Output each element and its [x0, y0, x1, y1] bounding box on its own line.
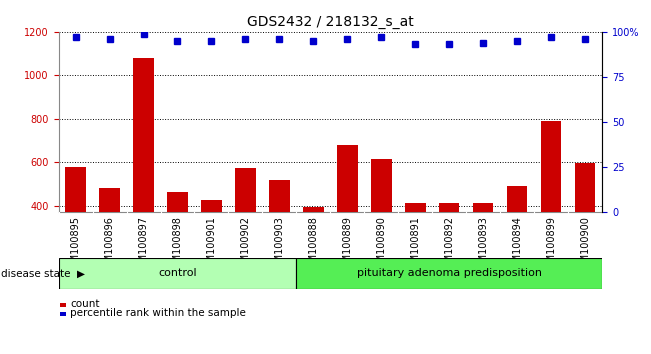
Bar: [371, 159, 391, 293]
Bar: [65, 167, 86, 293]
Bar: [270, 180, 290, 293]
Text: control: control: [158, 268, 197, 279]
Bar: [201, 200, 221, 293]
Bar: [575, 164, 596, 293]
Text: GSM100889: GSM100889: [342, 216, 352, 275]
Text: GSM100900: GSM100900: [580, 216, 590, 275]
Text: GSM100892: GSM100892: [444, 216, 454, 275]
Bar: [303, 207, 324, 293]
Bar: [405, 202, 426, 293]
Bar: [507, 186, 527, 293]
Text: GSM100894: GSM100894: [512, 216, 522, 275]
Text: GSM100891: GSM100891: [410, 216, 421, 275]
Text: GSM100899: GSM100899: [546, 216, 556, 275]
Bar: [167, 192, 187, 293]
Text: GSM100896: GSM100896: [105, 216, 115, 275]
Title: GDS2432 / 218132_s_at: GDS2432 / 218132_s_at: [247, 16, 414, 29]
Bar: [473, 202, 493, 293]
Bar: [541, 121, 561, 293]
Text: GSM100901: GSM100901: [206, 216, 217, 275]
Text: GSM100890: GSM100890: [376, 216, 386, 275]
Bar: [133, 58, 154, 293]
Bar: [100, 188, 120, 293]
Text: pituitary adenoma predisposition: pituitary adenoma predisposition: [357, 268, 542, 279]
Bar: [439, 202, 460, 293]
Bar: [59, 258, 296, 289]
Bar: [337, 145, 357, 293]
Bar: [296, 258, 602, 289]
Text: GSM100895: GSM100895: [70, 216, 81, 275]
Text: GSM100898: GSM100898: [173, 216, 182, 275]
Text: GSM100888: GSM100888: [309, 216, 318, 275]
Text: GSM100902: GSM100902: [240, 216, 251, 275]
Text: GSM100897: GSM100897: [139, 216, 148, 275]
Bar: [235, 168, 256, 293]
Text: count: count: [70, 299, 100, 309]
Text: GSM100903: GSM100903: [275, 216, 284, 275]
Text: disease state  ▶: disease state ▶: [1, 268, 85, 279]
Text: GSM100893: GSM100893: [478, 216, 488, 275]
Text: percentile rank within the sample: percentile rank within the sample: [70, 308, 246, 318]
